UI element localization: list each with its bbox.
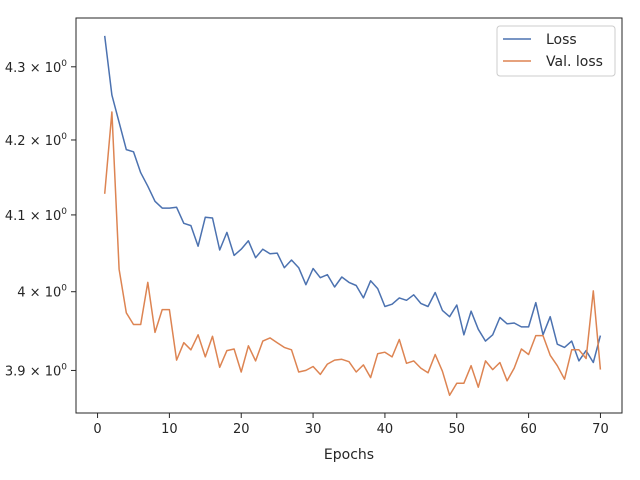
y-tick-label: 4 × 100: [17, 284, 67, 301]
x-tick-label: 0: [93, 422, 101, 437]
legend-label-loss: Loss: [546, 32, 577, 48]
x-tick-label: 20: [233, 422, 250, 437]
series-line-loss: [103, 35, 602, 364]
y-tick-label: 4.3 × 100: [5, 59, 67, 76]
x-tick-label: 10: [161, 422, 178, 437]
x-axis: 0 10 20 30 40 50 60 70: [93, 413, 609, 437]
legend: Loss Val. loss: [496, 25, 616, 77]
plot-frame: [75, 17, 623, 414]
x-tick-label: 40: [377, 422, 394, 437]
series-line-val-loss: [103, 111, 602, 397]
y-tick-label: 4.1 × 100: [5, 207, 67, 224]
y-tick-label: 3.9 × 100: [5, 362, 67, 379]
y-tick-label: 4.2 × 100: [5, 132, 67, 149]
legend-label-val-loss: Val. loss: [546, 54, 603, 70]
x-tick-label: 30: [305, 422, 322, 437]
y-axis: 4.3 × 100 4.2 × 100 4.1 × 100 4 × 100 3.9 × …: [5, 59, 76, 379]
x-axis-title: Epochs: [324, 447, 374, 463]
x-tick-label: 70: [592, 422, 609, 437]
x-tick-label: 60: [520, 422, 537, 437]
x-tick-label: 50: [448, 422, 465, 437]
plot-lines: [103, 35, 602, 397]
